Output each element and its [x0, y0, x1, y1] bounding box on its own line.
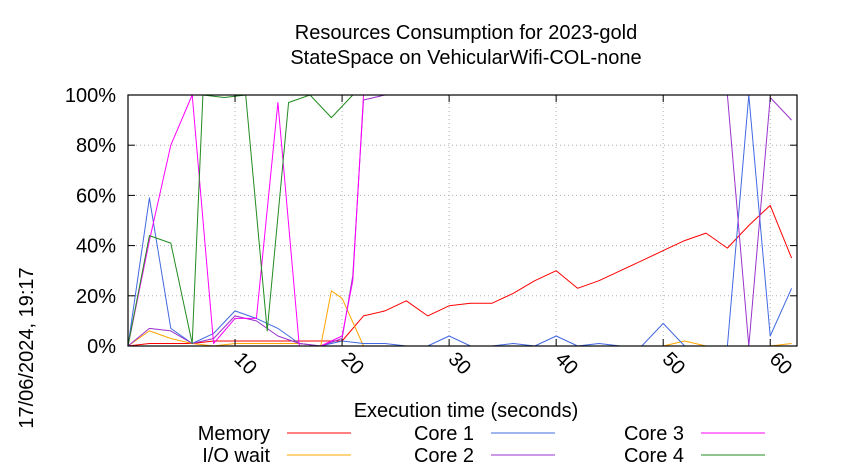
- x-tick-label: 50: [658, 348, 689, 379]
- series-line-core-4: [127, 94, 792, 347]
- legend-label: Core 4: [624, 445, 684, 467]
- x-tick-label: 40: [551, 348, 582, 379]
- series-line-core-1: [127, 94, 793, 347]
- chart-title-line2: StateSpace on VehicularWifi-COL-none: [290, 47, 641, 69]
- grid-lines: [128, 95, 797, 346]
- series-lines: [127, 94, 793, 347]
- plot-frame: [127, 94, 798, 347]
- y-tick-label: 100%: [65, 85, 116, 107]
- y-tick-label: 60%: [76, 185, 116, 207]
- x-tick-label: 10: [230, 348, 261, 379]
- x-axis-label: Execution time (seconds): [354, 400, 579, 422]
- legend-label: Memory: [198, 423, 270, 445]
- y-tick-label: 40%: [76, 236, 116, 258]
- series-line-core-2: [127, 94, 792, 347]
- y-tick-label: 80%: [76, 135, 116, 157]
- y-tick-label: 20%: [76, 286, 116, 308]
- x-tick-label: 60: [765, 348, 796, 379]
- x-tick-label: 30: [444, 348, 475, 379]
- axis-ticks: 0% 20% 40% 60% 80% 100% 10 20 30 40 50 60: [65, 85, 797, 379]
- y-tick-label: 0%: [87, 336, 116, 358]
- legend-label: Core 2: [414, 445, 474, 467]
- legend-label: I/O wait: [202, 445, 270, 467]
- timestamp-label: 17/06/2024, 19:17: [16, 267, 38, 428]
- chart-title-line1: Resources Consumption for 2023-gold: [295, 22, 637, 44]
- legend-label: Core 3: [624, 423, 684, 445]
- series-line-memory: [127, 204, 793, 347]
- series-line-core-3: [127, 94, 792, 347]
- x-tick-label: 20: [337, 348, 368, 379]
- legend-label: Core 1: [414, 423, 474, 445]
